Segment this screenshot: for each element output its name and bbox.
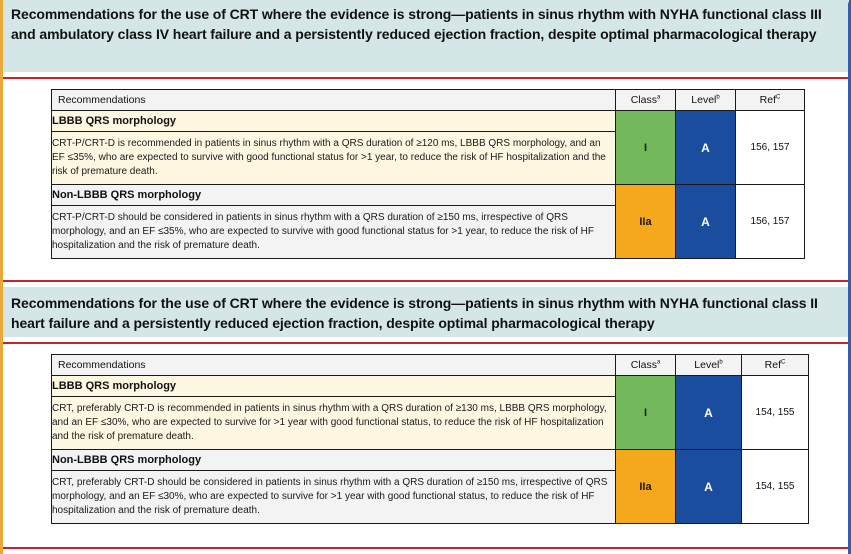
group-title-lbbb: LBBB QRS morphology (51, 110, 616, 132)
recommendation-section-nyha-3-4: Recommendations for the use of CRT where… (3, 0, 848, 287)
col-header-class: Classa (615, 354, 676, 376)
col-header-ref: RefC (735, 89, 805, 111)
class-footnote-marker: a (656, 359, 661, 366)
level-footnote-marker: b (719, 359, 723, 366)
col-header-recommendations: Recommendations (51, 89, 616, 111)
right-edge-bar (848, 0, 851, 554)
col-header-ref: RefC (741, 354, 809, 376)
group-title-lbbb: LBBB QRS morphology (51, 375, 616, 397)
table-panel: Recommendations Classa Levelb RefC LBBB … (3, 79, 848, 280)
table-row-group: LBBB QRS morphology I A 154, 155 (51, 375, 809, 450)
reference-cell: 154, 155 (741, 449, 809, 524)
red-rule (3, 280, 848, 282)
level-badge: A (675, 184, 736, 259)
col-header-class-label: Class (630, 359, 657, 371)
group-title-non-lbbb: Non-LBBB QRS morphology (51, 184, 616, 206)
col-header-recommendations: Recommendations (51, 354, 616, 376)
section-heading: Recommendations for the use of CRT where… (3, 0, 848, 72)
reference-cell: 156, 157 (735, 184, 805, 259)
left-edge-bar (0, 0, 3, 554)
col-header-ref-label: Ref (764, 359, 781, 371)
col-header-class: Classa (615, 89, 676, 111)
table-header-row: Recommendations Classa Levelb RefC (51, 354, 809, 376)
ref-footnote-marker: C (781, 359, 786, 366)
recommendation-text: CRT-P/CRT-D is recommended in patients i… (51, 131, 616, 185)
col-header-ref-label: Ref (759, 94, 776, 106)
class-footnote-marker: a (656, 94, 661, 101)
recommendation-text: CRT-P/CRT-D should be considered in pati… (51, 205, 616, 259)
col-header-level: Levelb (675, 354, 742, 376)
col-header-level-label: Level (691, 94, 717, 106)
table-row-group: Non-LBBB QRS morphology IIa A 154, 155 (51, 449, 809, 524)
level-footnote-marker: b (716, 94, 720, 101)
class-badge: IIa (615, 449, 676, 524)
class-badge: IIa (615, 184, 676, 259)
ref-footnote-marker: C (776, 94, 781, 101)
red-rule (3, 77, 848, 79)
level-badge: A (675, 375, 742, 450)
class-badge: I (615, 375, 676, 450)
recommendations-table: Recommendations Classa Levelb RefC LBBB … (51, 354, 809, 524)
table-row-group: Non-LBBB QRS morphology IIa A 156, 157 (51, 184, 805, 259)
red-rule (3, 342, 848, 344)
section-heading: Recommendations for the use of CRT where… (3, 287, 848, 337)
table-panel: Recommendations Classa Levelb RefC LBBB … (3, 344, 848, 547)
recommendations-table: Recommendations Classa Levelb RefC LBBB … (51, 89, 805, 259)
recommendation-text: CRT, preferably CRT-D should be consider… (51, 470, 616, 524)
class-badge: I (615, 110, 676, 185)
group-title-non-lbbb: Non-LBBB QRS morphology (51, 449, 616, 471)
col-header-level-label: Level (694, 359, 720, 371)
red-rule (3, 547, 848, 549)
level-badge: A (675, 449, 742, 524)
recommendation-section-nyha-2: Recommendations for the use of CRT where… (3, 287, 848, 554)
table-header-row: Recommendations Classa Levelb RefC (51, 89, 805, 111)
level-badge: A (675, 110, 736, 185)
col-header-class-label: Class (630, 94, 657, 106)
reference-cell: 156, 157 (735, 110, 805, 185)
recommendation-text: CRT, preferably CRT-D is recommended in … (51, 396, 616, 450)
reference-cell: 154, 155 (741, 375, 809, 450)
col-header-level: Levelb (675, 89, 736, 111)
table-row-group: LBBB QRS morphology I A 156, 157 (51, 110, 805, 185)
